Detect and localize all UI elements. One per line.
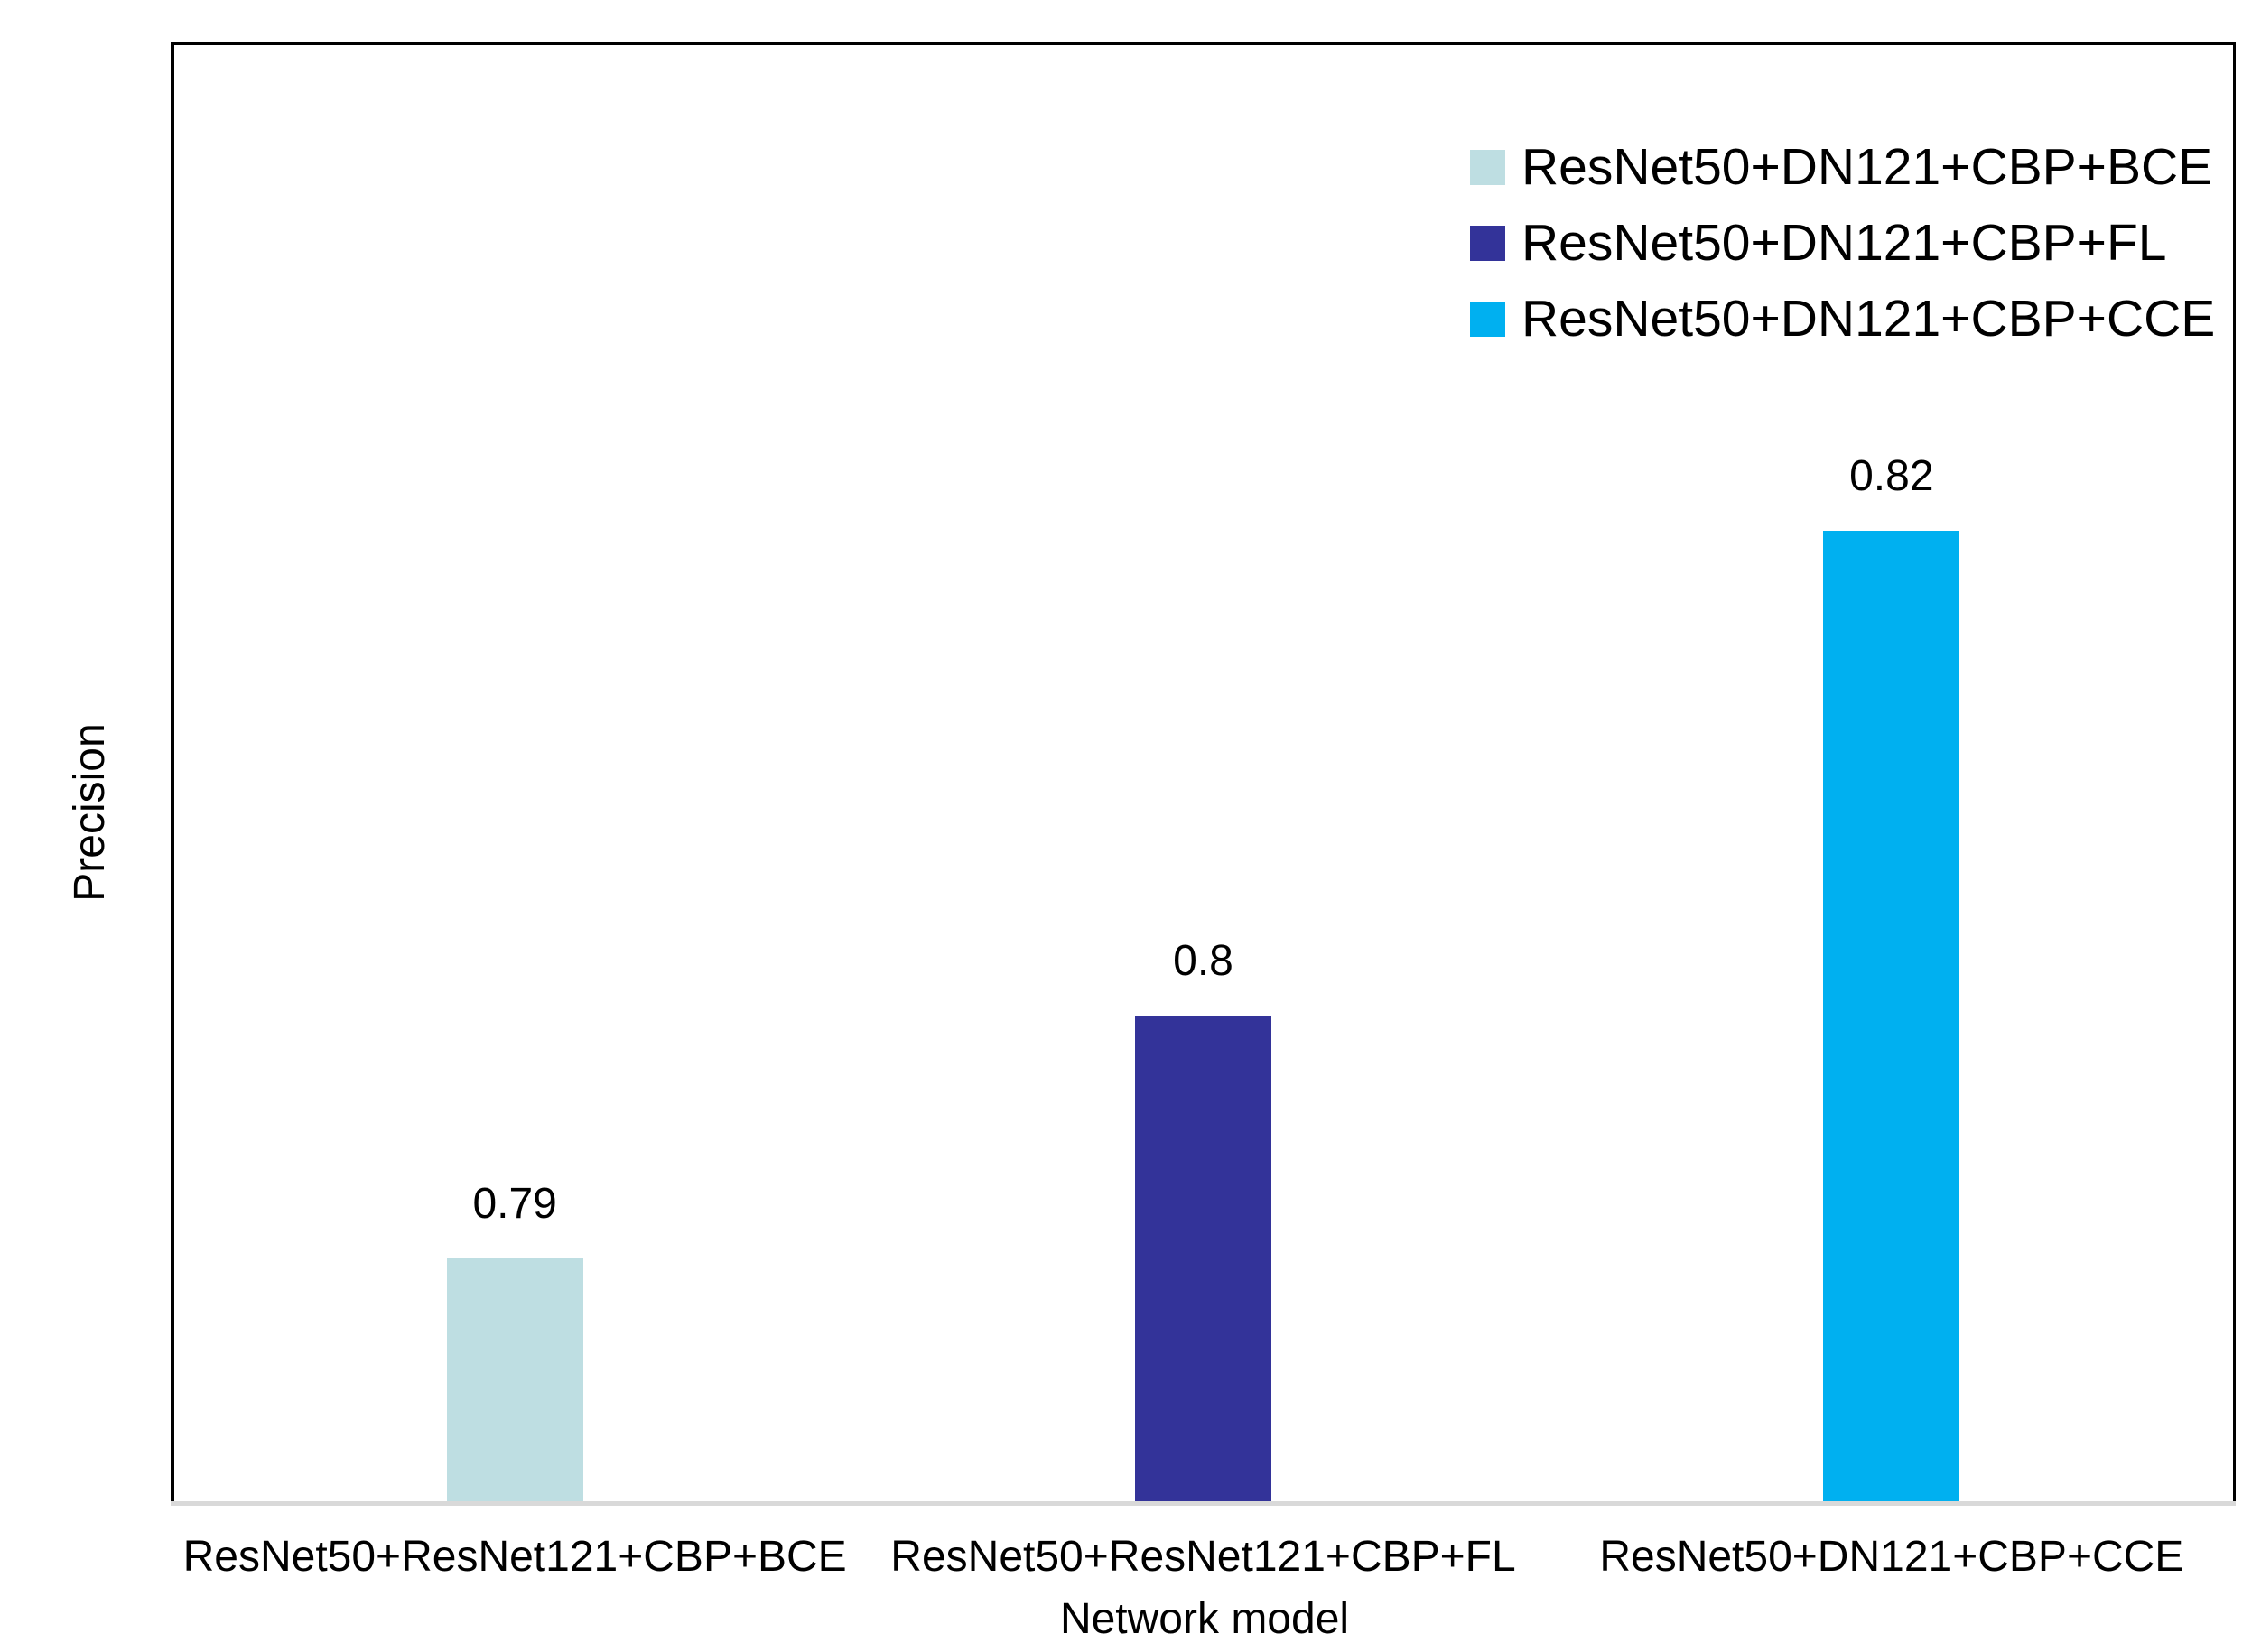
legend-label: ResNet50+DN121+CBP+FL xyxy=(1521,214,2167,272)
legend-item: ResNet50+DN121+CBP+FL xyxy=(1470,213,2215,273)
x-tick-label: ResNet50+ResNet121+CBP+BCE xyxy=(182,1533,847,1581)
x-tick-label: ResNet50+DN121+CBP+CCE xyxy=(1599,1533,2184,1581)
bar xyxy=(1823,530,1960,1501)
legend-label: ResNet50+DN121+CBP+CCE xyxy=(1521,290,2216,348)
bar-value-label: 0.8 xyxy=(1173,937,1233,986)
x-tick-label: ResNet50+ResNet121+CBP+FL xyxy=(890,1533,1516,1581)
legend-label: ResNet50+DN121+CBP+BCE xyxy=(1521,138,2213,196)
bar-value-label: 0.79 xyxy=(472,1180,557,1229)
plot-border-top xyxy=(171,42,2236,45)
bar-value-label: 0.82 xyxy=(1849,451,1934,500)
y-axis-title: Precision xyxy=(66,723,114,902)
legend-swatch xyxy=(1470,225,1505,261)
legend-swatch xyxy=(1470,149,1505,185)
legend-swatch xyxy=(1470,301,1505,337)
legend-item: ResNet50+DN121+CBP+CCE xyxy=(1470,289,2215,348)
x-axis-baseline xyxy=(171,1501,2236,1506)
bar xyxy=(1135,1016,1271,1501)
legend: ResNet50+DN121+CBP+BCE ResNet50+DN121+CBP… xyxy=(1470,137,2215,365)
y-axis-line xyxy=(171,42,174,1506)
legend-item: ResNet50+DN121+CBP+BCE xyxy=(1470,137,2215,197)
x-axis-title: Network model xyxy=(1059,1595,1350,1643)
bar xyxy=(446,1258,583,1501)
plot-border-right xyxy=(2233,42,2236,1506)
